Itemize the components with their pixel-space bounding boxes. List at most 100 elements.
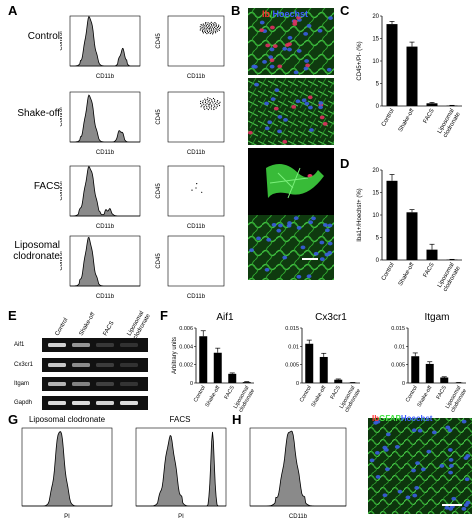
- lane-label-control: Control: [55, 317, 70, 337]
- x-tick-label-f1: Control: [193, 385, 207, 403]
- row-label-shake-off: Shake-off: [17, 108, 60, 119]
- bar-d-shake-off: [406, 212, 418, 260]
- panel-letter-g: G: [8, 412, 19, 427]
- gel-band-aif1: [48, 343, 66, 347]
- gene-label-gapdh: Gapdh: [14, 400, 33, 406]
- bar-f1-facs: [228, 373, 237, 383]
- y-axis-label-hist-row-2: Control: [60, 107, 64, 126]
- panel-b-stain-legend: Ib/Hoechst: [262, 9, 308, 19]
- gel-band-cx3cr1: [120, 363, 138, 367]
- gel-band-aif1: [72, 343, 90, 347]
- y-tick-label-f3: 0: [402, 381, 405, 387]
- y-tick-label-c: 0: [376, 104, 380, 110]
- y-tick-label-f1: 0.004: [179, 344, 193, 350]
- gene-label-itgam: Itgam: [14, 381, 30, 387]
- chart-title-f3: Itgam: [424, 312, 449, 323]
- dot-cloud-row-2: [200, 97, 221, 111]
- x-axis-label-g-right: PI: [178, 514, 184, 520]
- chart-title-f1: Aif1: [216, 312, 234, 323]
- y-axis-label-f1: Arbitrary units: [172, 337, 178, 374]
- panel-letter-a: A: [8, 3, 18, 18]
- y-axis-label-hist-row-4: Control: [60, 251, 64, 270]
- x-tick-label-d: Liposomalclodronate: [437, 261, 463, 292]
- dot-cloud-row-3: [191, 183, 203, 193]
- panel-b-immunofluorescence: [248, 8, 334, 280]
- x-axis-label-dot-row-4: CD11b: [187, 294, 206, 300]
- panel-g-pi-histograms: Liposomal clodronate FACS PI PI: [21, 415, 227, 520]
- panel-letter-b: B: [231, 3, 241, 18]
- bar-c-control: [386, 24, 398, 107]
- histogram-row-2: [70, 94, 140, 143]
- panel-letter-d: D: [340, 156, 350, 171]
- histogram-row-3: [70, 165, 140, 217]
- plot-frame-hist-row-2: [69, 91, 141, 143]
- histogram-row-4: [70, 236, 140, 287]
- x-axis-label-g-left: PI: [64, 514, 70, 520]
- y-tick-label-f1: 0.002: [179, 363, 193, 369]
- x-tick-label-f3: Liposomalclodronate: [444, 385, 468, 412]
- x-axis-label-h: CD11b: [289, 514, 308, 520]
- x-axis-label-dot-row-2: CD11b: [187, 150, 206, 156]
- gel-strip-gapdh: [42, 396, 148, 410]
- gel-band-itgam: [120, 382, 138, 386]
- gel-band-gapdh: [120, 401, 138, 405]
- row-label-facs: FACS: [33, 181, 60, 192]
- x-axis-label-dot-row-3: CD11b: [187, 224, 206, 230]
- y-tick-label-f2: 0.01: [288, 344, 299, 350]
- x-tick-label-c: Control: [381, 108, 396, 128]
- gel-strip-cx3cr1: [42, 358, 148, 372]
- y-axis-label-dot-row-4: CD45: [156, 253, 162, 269]
- x-tick-label-c: Liposomalclodronate: [437, 107, 463, 138]
- y-tick-label-d: 15: [372, 191, 379, 197]
- legend-red-h: Ib: [372, 414, 380, 423]
- gel-band-gapdh: [96, 401, 114, 405]
- y-tick-label-f1: 0.006: [179, 326, 193, 332]
- x-tick-label-f1: Shake-off: [205, 385, 222, 409]
- y-axis-label-c: CD45+/PI- (%): [357, 41, 363, 80]
- y-axis-label-d: Iba1+/Hoechst+ (%): [357, 188, 363, 241]
- panel-d-bar-chart: 0 5 10 15 20 Control Shake-off FACS Liposomalclo…: [357, 168, 463, 293]
- bar-f2-shake-off: [319, 356, 328, 383]
- y-tick-label-f2: 0.015: [285, 326, 299, 332]
- dot-cloud-row-1: [199, 21, 222, 35]
- bar-d-control: [386, 180, 398, 260]
- bar-f2-control: [305, 343, 314, 383]
- x-tick-label-f1: FACS: [224, 385, 237, 401]
- lane-label-shake-off: Shake-off: [79, 312, 97, 337]
- x-tick-label-f3: Shake-off: [417, 385, 434, 409]
- y-tick-label-f3: 0.005: [391, 363, 405, 369]
- y-axis-label-hist-row-1: Control: [60, 31, 64, 50]
- plot-frame-dot-row-2: [167, 91, 225, 143]
- plot-frame-dot-row-1: [167, 15, 225, 67]
- y-tick-label-f3: 0.015: [391, 326, 405, 332]
- x-tick-label-f3: Control: [405, 385, 419, 403]
- row-label-control: Control: [27, 31, 60, 42]
- histogram-cd11b: [250, 430, 346, 507]
- bar-c-shake-off: [406, 46, 418, 106]
- gel-band-aif1: [120, 343, 138, 347]
- panel-letter-c: C: [340, 3, 350, 18]
- bar-f3-facs: [440, 377, 449, 383]
- y-tick-label-d: 0: [376, 258, 380, 264]
- legend-green-h: GFAP: [379, 414, 401, 423]
- bar-f3-control: [411, 356, 420, 383]
- y-axis-label-hist-row-3: Control: [60, 181, 64, 200]
- gel-strip-itgam: [42, 377, 148, 391]
- x-axis-label-hist-row-4: CD11b: [96, 294, 115, 300]
- bar-f1-shake-off: [213, 352, 222, 383]
- y-tick-label-d: 20: [372, 168, 379, 174]
- x-tick-label-f2: Control: [299, 385, 313, 403]
- panel-letter-h: H: [232, 412, 242, 427]
- gel-strip-aif1: [42, 338, 148, 352]
- gel-band-itgam: [48, 382, 66, 386]
- histogram-row-1: [70, 15, 140, 67]
- bar-f1-liposomal-clodronate: [242, 382, 251, 383]
- plot-frame-dot-row-4: [167, 235, 225, 287]
- y-axis-label-dot-row-2: CD45: [156, 109, 162, 125]
- x-tick-label-f1: Liposomalclodronate: [232, 385, 256, 412]
- panel-h-histogram-and-image: CD11b: [249, 418, 472, 520]
- y-tick-label-f1: 0: [190, 381, 193, 387]
- x-tick-label-f3: FACS: [436, 385, 449, 401]
